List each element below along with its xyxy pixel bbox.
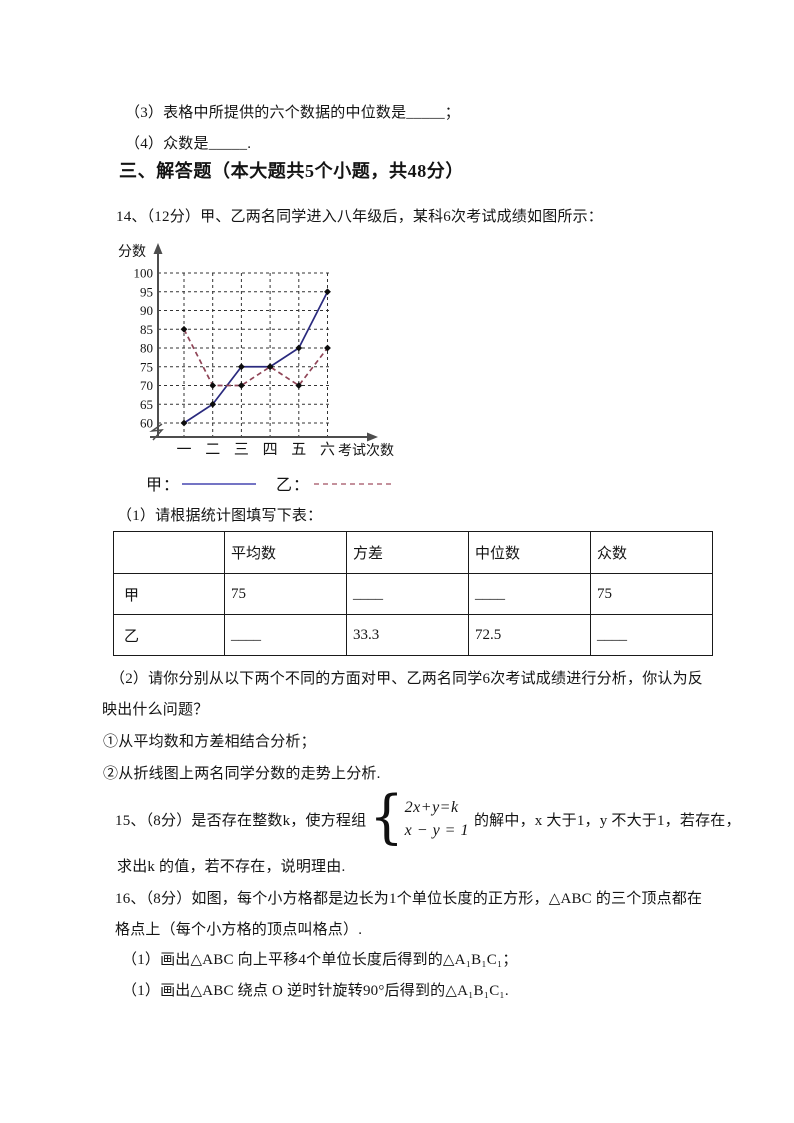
y-axis-title: 分数 [118, 244, 146, 260]
x-tick-label: 六 [320, 441, 335, 458]
q14-stem: 14、（12分）甲、乙两名同学进入八年级后，某科6次考试成绩如图所示： [116, 209, 604, 225]
y-tick-label: 70 [140, 378, 153, 393]
row-label: 乙 [113, 614, 225, 656]
item-4-text: （4）众数是_____. [125, 136, 252, 152]
y-tick-label: 95 [140, 284, 153, 299]
series-甲 [183, 291, 329, 424]
q16-line1: 16、（8分）如图，每个小方格都是边长为1个单位长度的正方形，△ABC 的三个顶… [115, 891, 703, 907]
table-header-median: 中位数 [468, 531, 591, 574]
legend-label-yi: 乙： [276, 477, 311, 494]
table-header-mean: 平均数 [224, 531, 347, 574]
analysis-item-2: ②从折线图上两名同学分数的走势上分析. [103, 766, 381, 782]
legend-line-yi-dashed [314, 483, 395, 485]
q14-part2-line2: 映出什么问题？ [102, 702, 209, 718]
table-cell: 72.5 [468, 614, 591, 656]
q14-part2-line1: （2）请你分别从以下两个不同的方面对甲、乙两名同学6次考试成绩进行分析，你认为反 [110, 671, 704, 687]
table-cell: ____ [590, 614, 713, 656]
data-point-marker [180, 325, 188, 333]
table-row-yi: 乙 ____ 33.3 72.5 ____ [113, 614, 713, 656]
table-row-jia: 甲 75 ____ ____ 75 [113, 573, 713, 615]
x-tick-label: 二 [205, 442, 220, 458]
statistics-table: 平均数 方差 中位数 众数 甲 75 ____ ____ 75 乙 ____ 3… [113, 531, 713, 656]
equation-brace: { [369, 782, 404, 851]
q16-sub1: （1）画出△ABC 向上平移4个单位长度后得到的△A₁B₁C₁； [122, 952, 518, 968]
table-cell: ____ [346, 573, 469, 615]
equation-system: 2x+y=k x − y = 1 [405, 796, 469, 842]
section-header: 三、解答题（本大题共5个小题，共48分） [119, 161, 464, 181]
x-tick-label: 四 [263, 442, 278, 458]
x-axis-arrow [367, 432, 378, 442]
y-tick-label: 90 [140, 303, 153, 318]
table-cell: ____ [224, 614, 347, 656]
table-header-row: 平均数 方差 中位数 众数 [113, 531, 713, 574]
x-axis-title: 考试次数 [338, 443, 394, 459]
data-point-marker [238, 382, 245, 389]
data-point-marker [324, 288, 331, 296]
x-tick-label: 五 [291, 442, 306, 458]
chart-legend: 甲： 乙： [146, 471, 395, 495]
data-point-marker [266, 363, 274, 371]
series-乙 [183, 328, 329, 387]
table-cell: 33.3 [346, 614, 469, 656]
item-3-text: （3）表格中所提供的六个数据的中位数是_____； [125, 105, 461, 121]
table-header-variance: 方差 [346, 531, 469, 574]
score-line-chart-svg: 100 95 90 85 80 75 70 65 60 一二三四五六 分数考试次数 [118, 243, 394, 459]
equation-2: x − y = 1 [404, 822, 469, 839]
axis-break-mark [149, 423, 164, 441]
x-tick-label: 三 [234, 442, 249, 458]
y-tick-label: 100 [134, 266, 154, 281]
q16-sub2: （1）画出△ABC 绕点 O 逆时针旋转90°后得到的△A₁B₁C₁. [122, 983, 509, 999]
y-axis-arrow [153, 243, 163, 254]
y-tick-label: 85 [140, 322, 153, 337]
y-tick-label: 75 [140, 359, 153, 374]
q15-line1: 15、（8分）是否存在整数k，使方程组 { 2x+y=k x − y = 1 的… [115, 782, 741, 851]
table-header-blank [113, 531, 225, 574]
score-line-chart: 100 95 90 85 80 75 70 65 60 一二三四五六 分数考试次数 [116, 240, 416, 472]
q16-line2: 格点上（每个小方格的顶点叫格点）. [115, 922, 363, 938]
data-point-marker [209, 382, 217, 389]
table-cell: 75 [590, 573, 713, 615]
q14-part1: （1）请根据统计图填写下表： [117, 508, 323, 524]
q15-line2: 求出k 的值，若不存在，说明理由. [117, 859, 346, 875]
equation-1: 2x+y=k [404, 799, 459, 816]
y-tick-label: 65 [140, 397, 153, 412]
table-cell: 75 [224, 573, 347, 615]
q15-post-text: 的解中，x 大于1，y 不大于1，若存在， [473, 812, 741, 829]
y-tick-label: 80 [140, 341, 153, 356]
table-header-mode: 众数 [590, 531, 713, 574]
legend-line-jia-solid [182, 483, 257, 485]
y-tick-label: 60 [140, 416, 153, 431]
analysis-item-1: ①从平均数和方差相结合分析； [103, 734, 316, 750]
table-cell: ____ [468, 573, 591, 615]
legend-label-jia: 甲： [146, 477, 181, 494]
x-tick-label: 一 [176, 442, 191, 458]
row-label: 甲 [113, 573, 225, 615]
q15-pre-text: 15、（8分）是否存在整数k，使方程组 [115, 812, 367, 829]
